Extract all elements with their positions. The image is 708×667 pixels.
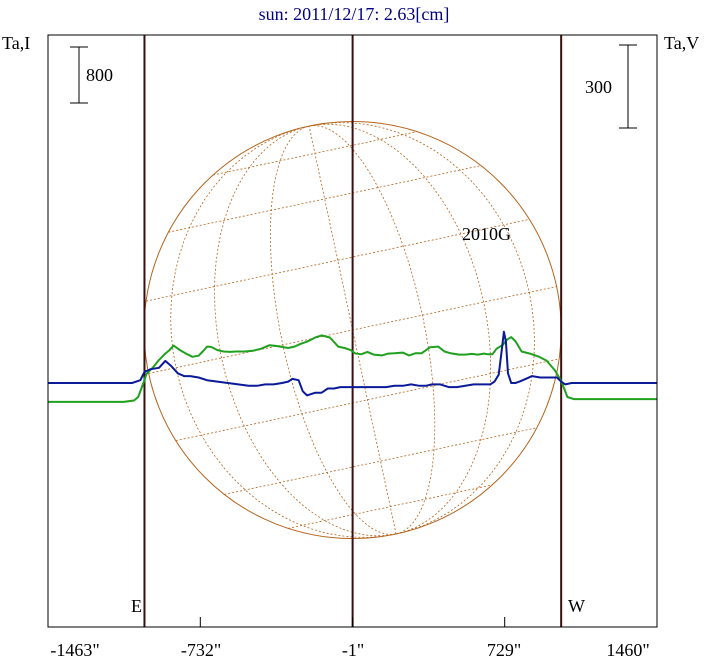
left-scale-bar	[70, 46, 88, 104]
chart-title: sun: 2011/12/17: 2.63[cm]	[259, 4, 450, 24]
right-axis-label: Ta,V	[664, 33, 699, 53]
x-tick-label: 729"	[487, 640, 521, 660]
left-scale-label: 800	[86, 65, 113, 85]
latitude-line	[146, 219, 530, 302]
stokes-v-line	[48, 330, 657, 397]
longitude-line	[309, 122, 535, 535]
limb-lines	[143, 35, 563, 627]
longitude-line	[309, 123, 492, 535]
longitude-line	[269, 125, 397, 535]
series-lines	[48, 330, 657, 403]
x-tick-label: -1463"	[50, 640, 99, 660]
latitude-line	[168, 165, 481, 233]
longitude-line	[214, 125, 397, 537]
x-axis-ticks	[47, 617, 658, 627]
west-limb-label: W	[568, 596, 585, 616]
east-limb-label: E	[131, 596, 142, 616]
left-axis-label: Ta,I	[2, 33, 30, 53]
x-tick-label: -1"	[342, 640, 364, 660]
x-tick-label: 1460"	[606, 640, 649, 660]
latitude-line	[224, 427, 537, 495]
latitude-line	[288, 484, 493, 529]
right-scale-label: 300	[585, 77, 612, 97]
active-region-label: 2010G	[462, 224, 511, 244]
longitude-line	[309, 125, 436, 535]
right-scale-bar	[619, 44, 637, 129]
x-tick-label: -732"	[181, 640, 221, 660]
longitude-line	[170, 125, 397, 538]
